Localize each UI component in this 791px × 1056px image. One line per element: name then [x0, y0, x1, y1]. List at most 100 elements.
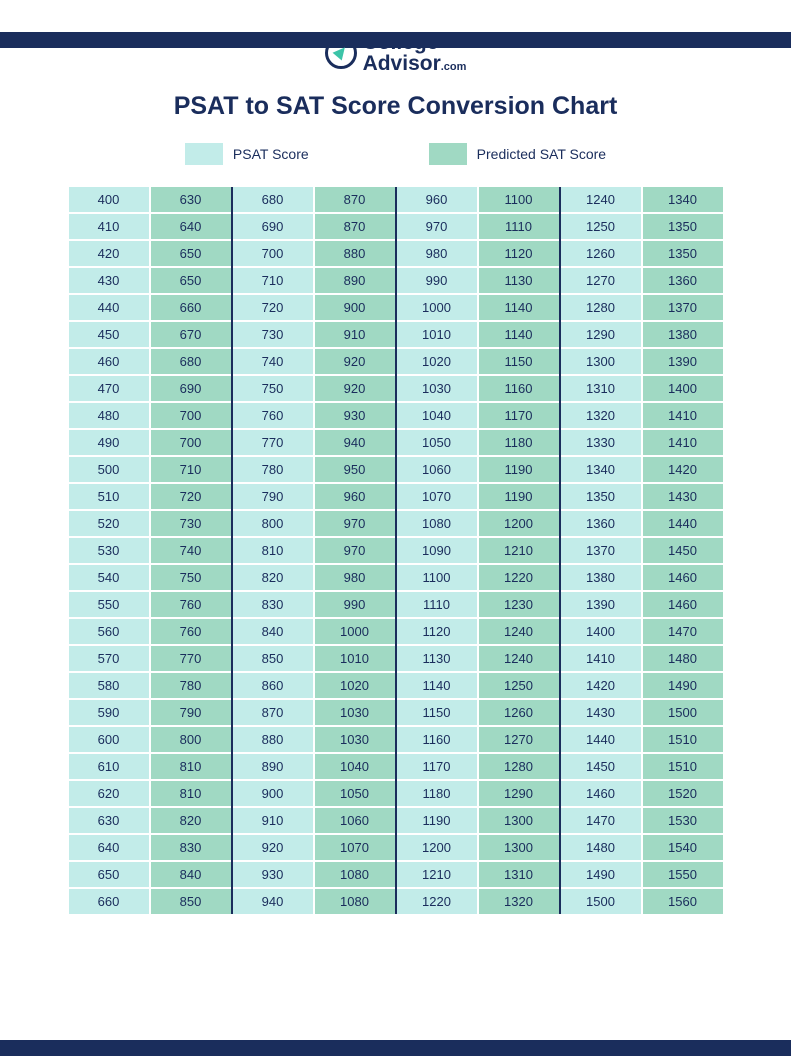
psat-cell: 940: [233, 889, 313, 914]
psat-cell: 970: [397, 214, 477, 239]
psat-cell: 1240: [561, 187, 641, 212]
psat-cell: 760: [233, 403, 313, 428]
psat-cell: 1070: [397, 484, 477, 509]
sat-cell: 1220: [479, 565, 559, 590]
psat-column: 1240125012601270128012901300131013201330…: [561, 187, 643, 914]
psat-cell: 1090: [397, 538, 477, 563]
psat-cell: 780: [233, 457, 313, 482]
psat-cell: 420: [69, 241, 149, 266]
psat-cell: 1010: [397, 322, 477, 347]
logo-text-line2: Advisor: [363, 52, 441, 75]
legend-label-psat: PSAT Score: [233, 146, 309, 162]
psat-cell: 630: [69, 808, 149, 833]
psat-cell: 1440: [561, 727, 641, 752]
psat-cell: 990: [397, 268, 477, 293]
column-group: 9609709809901000101010201030104010501060…: [397, 187, 561, 914]
psat-cell: 1000: [397, 295, 477, 320]
sat-cell: 1360: [643, 268, 723, 293]
sat-cell: 780: [151, 673, 231, 698]
sat-cell: 710: [151, 457, 231, 482]
sat-cell: 1510: [643, 727, 723, 752]
sat-cell: 1440: [643, 511, 723, 536]
psat-cell: 590: [69, 700, 149, 725]
psat-cell: 1080: [397, 511, 477, 536]
sat-cell: 730: [151, 511, 231, 536]
psat-cell: 600: [69, 727, 149, 752]
psat-cell: 800: [233, 511, 313, 536]
psat-cell: 1450: [561, 754, 641, 779]
psat-cell: 620: [69, 781, 149, 806]
sat-cell: 910: [315, 322, 395, 347]
psat-cell: 1150: [397, 700, 477, 725]
sat-cell: 1150: [479, 349, 559, 374]
sat-cell: 890: [315, 268, 395, 293]
sat-cell: 1510: [643, 754, 723, 779]
sat-cell: 1290: [479, 781, 559, 806]
psat-cell: 750: [233, 376, 313, 401]
sat-cell: 1210: [479, 538, 559, 563]
sat-cell: 1270: [479, 727, 559, 752]
psat-cell: 570: [69, 646, 149, 671]
psat-cell: 1410: [561, 646, 641, 671]
sat-cell: 1370: [643, 295, 723, 320]
sat-cell: 1500: [643, 700, 723, 725]
sat-cell: 1140: [479, 322, 559, 347]
sat-cell: 1400: [643, 376, 723, 401]
psat-cell: 1050: [397, 430, 477, 455]
psat-cell: 660: [69, 889, 149, 914]
sat-column: 1100111011201130114011401150116011701180…: [479, 187, 559, 914]
psat-cell: 510: [69, 484, 149, 509]
sat-cell: 740: [151, 538, 231, 563]
psat-cell: 1480: [561, 835, 641, 860]
psat-cell: 450: [69, 322, 149, 347]
psat-cell: 1180: [397, 781, 477, 806]
psat-cell: 1120: [397, 619, 477, 644]
sat-cell: 800: [151, 727, 231, 752]
psat-cell: 500: [69, 457, 149, 482]
sat-cell: 770: [151, 646, 231, 671]
psat-cell: 1030: [397, 376, 477, 401]
psat-cell: 730: [233, 322, 313, 347]
sat-cell: 630: [151, 187, 231, 212]
psat-cell: 1200: [397, 835, 477, 860]
logo-suffix: .com: [441, 61, 467, 73]
psat-cell: 650: [69, 862, 149, 887]
sat-cell: 700: [151, 403, 231, 428]
sat-cell: 690: [151, 376, 231, 401]
psat-cell: 470: [69, 376, 149, 401]
psat-cell: 1320: [561, 403, 641, 428]
sat-cell: 1530: [643, 808, 723, 833]
sat-cell: 1160: [479, 376, 559, 401]
sat-cell: 1410: [643, 430, 723, 455]
sat-cell: 870: [315, 187, 395, 212]
sat-cell: 1030: [315, 727, 395, 752]
psat-cell: 610: [69, 754, 149, 779]
bottom-border-bar: [0, 1040, 791, 1056]
sat-cell: 1000: [315, 619, 395, 644]
sat-cell: 650: [151, 268, 231, 293]
psat-cell: 920: [233, 835, 313, 860]
column-group: 6806907007107207307407507607707807908008…: [233, 187, 397, 914]
psat-cell: 1260: [561, 241, 641, 266]
psat-cell: 1400: [561, 619, 641, 644]
legend-item-psat: PSAT Score: [185, 143, 309, 165]
psat-cell: 490: [69, 430, 149, 455]
psat-cell: 1380: [561, 565, 641, 590]
psat-cell: 680: [233, 187, 313, 212]
psat-cell: 960: [397, 187, 477, 212]
legend-swatch-sat: [429, 143, 467, 165]
psat-cell: 830: [233, 592, 313, 617]
psat-cell: 1220: [397, 889, 477, 914]
sat-cell: 640: [151, 214, 231, 239]
sat-cell: 920: [315, 376, 395, 401]
psat-cell: 1110: [397, 592, 477, 617]
psat-cell: 1280: [561, 295, 641, 320]
psat-cell: 1020: [397, 349, 477, 374]
psat-cell: 980: [397, 241, 477, 266]
sat-cell: 1200: [479, 511, 559, 536]
psat-cell: 850: [233, 646, 313, 671]
sat-cell: 1250: [479, 673, 559, 698]
sat-cell: 880: [315, 241, 395, 266]
psat-cell: 440: [69, 295, 149, 320]
psat-cell: 1350: [561, 484, 641, 509]
